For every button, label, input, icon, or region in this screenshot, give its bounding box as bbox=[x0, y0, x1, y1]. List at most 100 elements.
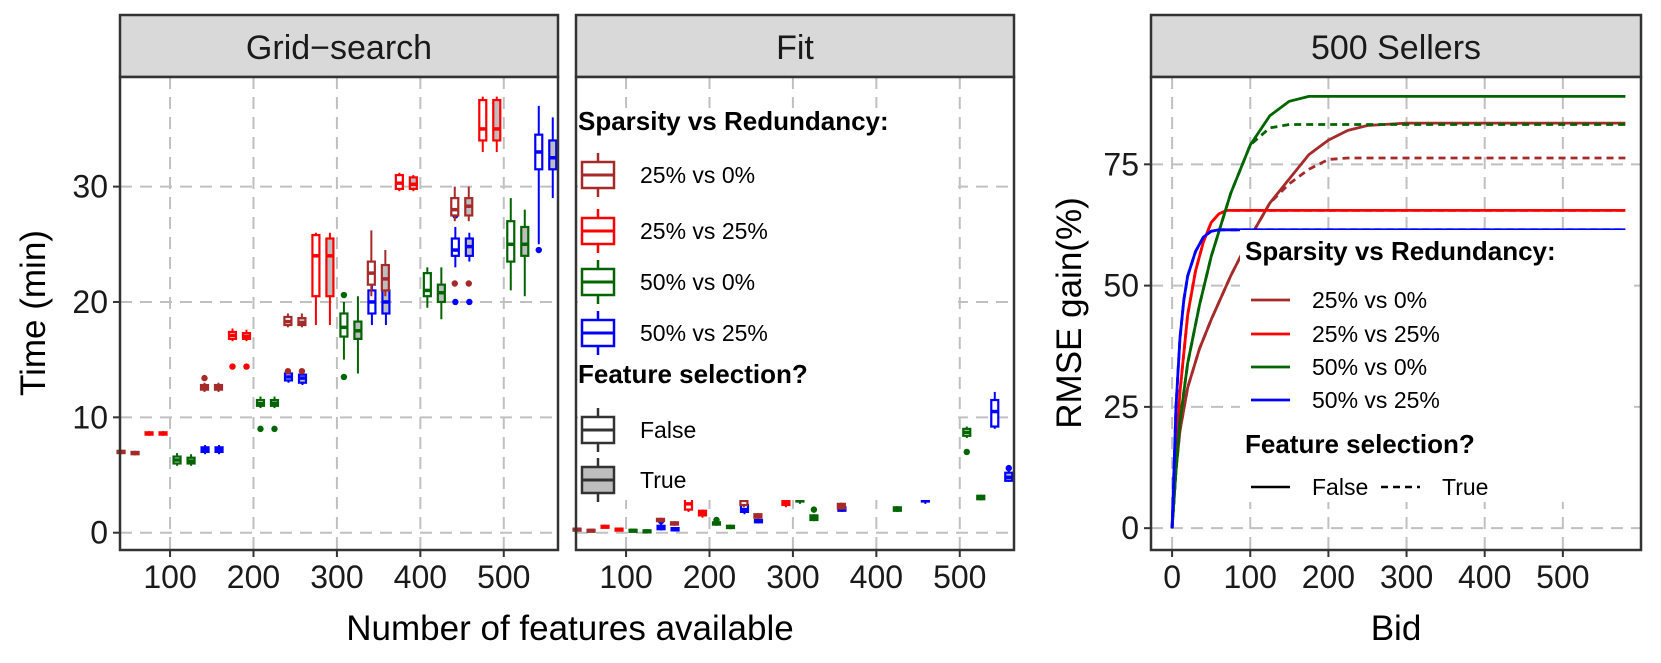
y-axis-title-right: RMSE gain(%) bbox=[1050, 197, 1089, 428]
box-400-25-vs-25-true bbox=[408, 175, 418, 192]
plot-border-500-sellers bbox=[1149, 75, 1643, 552]
box-200-25-vs-0-false bbox=[655, 517, 666, 523]
x-ticks-fit: 100 200 300 400 500 bbox=[599, 550, 986, 595]
box-200-25-vs-0-true bbox=[669, 521, 680, 526]
x-tick-label-100: 100 bbox=[599, 559, 652, 595]
x-tick-label-300: 300 bbox=[1380, 559, 1433, 595]
x-tick-label-400: 400 bbox=[850, 559, 903, 595]
box-300-25-vs-0-false bbox=[283, 313, 293, 375]
line-25-vs-25-true bbox=[1170, 208, 1626, 529]
strip-fit bbox=[574, 13, 1016, 79]
legend-sellers-label-25-vs-0: 25% vs 0% bbox=[1312, 287, 1427, 313]
box-400-50-vs-0-true bbox=[436, 267, 446, 320]
box-200-50-vs-0-true bbox=[725, 524, 736, 530]
outlier-point bbox=[963, 448, 970, 456]
legend-500-sellers: Sparsity vs Redundancy: 25% vs 0% 25% vs 2… bbox=[1240, 230, 1634, 502]
legend-sellers-label-25-vs-25: 25% vs 25% bbox=[1312, 321, 1440, 347]
legend-sellers-background bbox=[1240, 230, 1634, 502]
legend-fit-key-fs-false bbox=[580, 408, 616, 452]
x-ticks-grid-search: 100 200 300 400 500 bbox=[143, 550, 530, 595]
box-200-25-vs-25-true bbox=[241, 329, 252, 370]
legend-fit-key-50-vs-25 bbox=[580, 311, 616, 355]
box-500-25-vs-25-false bbox=[478, 96, 488, 152]
outlier-point bbox=[201, 374, 208, 382]
box-body bbox=[339, 312, 349, 338]
y-ticks-500-sellers: 0 25 50 75 bbox=[1103, 146, 1151, 546]
outlier-point bbox=[713, 516, 720, 524]
legend-fit-label-50-vs-25: 50% vs 25% bbox=[640, 320, 768, 346]
outlier-point bbox=[243, 363, 250, 370]
box-300-25-vs-25-false bbox=[311, 232, 321, 326]
box-500-25-vs-25-true bbox=[492, 96, 502, 152]
box-body bbox=[325, 237, 335, 298]
legend-fit-key-fs-true bbox=[580, 458, 616, 502]
box-100-50-vs-0-false bbox=[628, 528, 638, 533]
outlier-point bbox=[271, 425, 278, 433]
box-300-25-vs-25-true bbox=[325, 232, 335, 326]
legend-fit-key-50-vs-0 bbox=[580, 260, 616, 304]
legend-sellers-label-fs-false: False bbox=[1312, 474, 1368, 500]
outlier-point bbox=[465, 280, 472, 287]
legend-fit-key-25-vs-25 bbox=[580, 209, 616, 253]
line-50-vs-0-true bbox=[1170, 123, 1626, 529]
box-200-25-vs-25-false bbox=[227, 328, 238, 370]
outlier-point bbox=[451, 280, 458, 287]
plot-border-grid-search bbox=[118, 75, 560, 552]
y-tick-label-20: 20 bbox=[72, 284, 108, 320]
x-tick-label-100: 100 bbox=[143, 559, 196, 595]
box-100-50-vs-25-true bbox=[670, 526, 680, 532]
x-tick-label-200: 200 bbox=[1302, 559, 1355, 595]
strip-500-sellers bbox=[1149, 13, 1643, 79]
x-tick-label-400: 400 bbox=[394, 559, 447, 595]
y-tick-label-10: 10 bbox=[72, 399, 108, 435]
box-body bbox=[450, 237, 460, 257]
y-axis-title-left: Time (min) bbox=[14, 230, 53, 396]
box-400-25-vs-0-false bbox=[366, 230, 376, 297]
panel-title-500-sellers: 500 Sellers bbox=[1311, 29, 1481, 67]
box-100-50-vs-0-true bbox=[642, 529, 652, 534]
legend-sellers-label-50-vs-25: 50% vs 25% bbox=[1312, 387, 1440, 413]
outlier-point bbox=[284, 367, 292, 375]
box-400-50-vs-0-false bbox=[422, 267, 432, 308]
legend-sellers-title-fs: Feature selection? bbox=[1245, 429, 1475, 459]
box-500-50-vs-25-false bbox=[534, 105, 544, 254]
box-body bbox=[422, 272, 432, 298]
y-tick-label-30: 30 bbox=[72, 169, 108, 205]
x-tick-label-400: 400 bbox=[1458, 559, 1511, 595]
box-body bbox=[311, 233, 321, 298]
box-200-25-vs-0-false bbox=[199, 374, 210, 392]
outlier-point bbox=[229, 363, 236, 370]
box-500-50-vs-0-false bbox=[962, 426, 972, 456]
panel-grid-search: Grid−search 100 200 300 400 500 0 10 20 30 bbox=[72, 13, 560, 595]
legend-fit-label-fs-false: False bbox=[640, 417, 696, 443]
legend-fit-title-groups: Sparsity vs Redundancy: bbox=[578, 106, 889, 136]
y-tick-label-0: 0 bbox=[1121, 510, 1139, 546]
box-body bbox=[450, 197, 460, 217]
y-tick-label-0: 0 bbox=[90, 515, 108, 551]
box-body bbox=[492, 98, 502, 142]
box-body bbox=[548, 139, 558, 171]
x-axis-title-left: Number of features available bbox=[346, 609, 793, 648]
plot-bg-grid-search bbox=[120, 77, 558, 550]
x-tick-label-100: 100 bbox=[1224, 559, 1277, 595]
legend-fit-label-25-vs-25: 25% vs 25% bbox=[640, 218, 768, 244]
box-body bbox=[520, 225, 530, 257]
box-body bbox=[506, 220, 516, 263]
outlier-point bbox=[257, 425, 264, 433]
box-400-50-vs-0-true bbox=[892, 506, 902, 512]
box-400-25-vs-0-true bbox=[380, 250, 390, 297]
box-400-50-vs-25-true bbox=[464, 232, 474, 306]
box-200-50-vs-25-true bbox=[753, 518, 764, 524]
legend-sellers-label-50-vs-0: 50% vs 0% bbox=[1312, 354, 1427, 380]
legend-fit-key-25-vs-0 bbox=[580, 153, 616, 197]
box-100-25-vs-25-true bbox=[158, 431, 168, 436]
outlier-point bbox=[466, 298, 473, 306]
box-500-50-vs-25-false bbox=[990, 391, 1000, 429]
legend-fit-label-fs-true: True bbox=[640, 467, 686, 493]
x-tick-label-200: 200 bbox=[683, 559, 736, 595]
outlier-point bbox=[340, 291, 348, 299]
x-tick-label-500: 500 bbox=[477, 559, 530, 595]
box-100-50-vs-0-false bbox=[172, 453, 182, 466]
gridlines-grid-search bbox=[120, 77, 558, 550]
outlier-point bbox=[1005, 464, 1012, 472]
